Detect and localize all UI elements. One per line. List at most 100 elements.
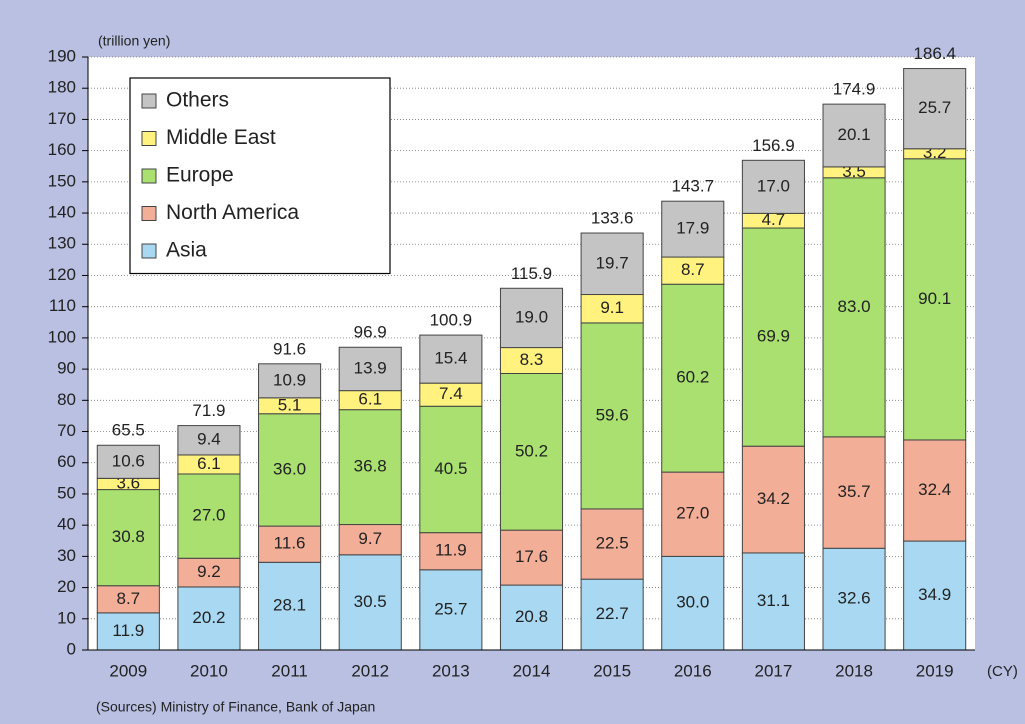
x-tick-label: 2019: [916, 661, 954, 680]
y-tick-label: 10: [57, 608, 76, 627]
y-tick-label: 110: [49, 296, 76, 315]
data-label: 20.2: [192, 608, 225, 627]
x-tick-label: 2011: [271, 661, 308, 680]
y-tick-label: 30: [57, 546, 76, 565]
data-label: 6.1: [358, 390, 382, 409]
y-axis-label: (trillion yen): [98, 33, 170, 49]
data-label: 9.7: [358, 529, 382, 548]
data-label: 34.9: [918, 585, 951, 604]
x-tick-label: 2009: [109, 661, 147, 680]
data-label: 17.0: [757, 176, 790, 195]
data-label: 20.8: [515, 607, 548, 626]
x-tick-label: 2018: [835, 661, 873, 680]
data-label: 9.4: [197, 430, 221, 449]
bar-segment: [338, 554, 402, 651]
x-axis-label: (CY): [987, 663, 1018, 680]
legend-swatch: [141, 243, 157, 259]
x-tick-label: 2016: [674, 661, 712, 680]
y-tick-label: 40: [57, 515, 76, 534]
data-label: 9.2: [197, 562, 221, 581]
y-tick-label: 100: [48, 327, 76, 346]
bar-segment: [499, 529, 564, 586]
y-tick-label: 20: [57, 577, 76, 596]
data-label: 31.1: [757, 591, 790, 610]
data-label: 22.5: [596, 534, 629, 553]
data-label: 17.6: [515, 547, 548, 566]
bar-segment: [499, 372, 564, 531]
y-tick-label: 90: [57, 359, 76, 378]
x-tick-label: 2017: [754, 661, 792, 680]
data-label: 25.7: [434, 599, 467, 618]
total-label: 91.6: [273, 339, 306, 358]
data-label: 34.2: [757, 489, 790, 508]
legend-label: North America: [166, 201, 299, 224]
legend-label: Middle East: [166, 126, 276, 149]
bar-segment: [903, 158, 967, 441]
bar-segment: [741, 227, 805, 447]
data-label: 27.0: [192, 506, 225, 525]
y-tick-label: 150: [48, 171, 76, 190]
y-tick-label: 60: [57, 452, 76, 471]
data-label: 4.7: [762, 210, 786, 229]
data-label: 59.6: [596, 405, 629, 424]
bar-segment: [903, 540, 967, 651]
data-label: 10.9: [273, 370, 306, 389]
total-label: 71.9: [192, 401, 225, 420]
bar-segment: [661, 555, 725, 651]
legend-box: [129, 77, 391, 275]
data-label: 5.1: [278, 395, 302, 414]
y-tick-label: 140: [48, 203, 76, 222]
data-label: 27.0: [676, 504, 709, 523]
data-label: 30.5: [354, 592, 387, 611]
bar-segment: [580, 322, 644, 510]
bar-segment: [661, 200, 725, 258]
y-tick-label: 190: [48, 46, 76, 65]
data-label: 83.0: [837, 297, 870, 316]
total-label: 133.6: [591, 209, 634, 228]
data-label: 8.7: [681, 260, 705, 279]
y-tick-label: 160: [48, 140, 76, 159]
data-label: 36.8: [354, 457, 387, 476]
data-label: 32.6: [837, 589, 870, 608]
data-label: 7.4: [439, 384, 463, 403]
bar-segment: [258, 363, 322, 399]
source: (Sources) Ministry of Finance, Bank of J…: [96, 699, 375, 715]
y-tick-label: 170: [48, 109, 76, 128]
x-tick-label: 2012: [351, 661, 389, 680]
data-label: 11.6: [274, 534, 306, 553]
total-label: 100.9: [430, 311, 473, 330]
data-label: 19.7: [596, 253, 629, 272]
bar-segment: [177, 586, 241, 651]
total-label: 174.9: [833, 80, 876, 99]
y-tick-label: 70: [57, 421, 76, 440]
y-tick-label: 130: [48, 234, 76, 253]
legend-swatch: [141, 206, 157, 221]
legend-label: Others: [166, 89, 229, 112]
data-label: 15.4: [434, 349, 467, 368]
bar-segment: [338, 524, 402, 556]
legend-swatch: [141, 168, 157, 184]
legend-swatch: [141, 131, 157, 146]
bar-segment: [822, 103, 886, 168]
data-label: 8.7: [116, 589, 140, 608]
bar-segment: [96, 444, 160, 479]
data-label: 60.2: [676, 368, 709, 387]
data-label: 50.2: [515, 441, 548, 460]
bar-segment: [661, 256, 725, 285]
y-tick-label: 120: [48, 265, 76, 284]
y-tick-label: 180: [48, 78, 76, 97]
total-label: 156.9: [752, 136, 795, 155]
data-label: 40.5: [434, 459, 467, 478]
data-label: 30.8: [112, 527, 145, 546]
data-label: 90.1: [918, 289, 951, 308]
data-label: 8.3: [520, 350, 544, 369]
data-label: 11.9: [112, 621, 144, 640]
bar-segment: [499, 584, 564, 651]
bar-segment: [258, 413, 322, 527]
bar-segment: [741, 552, 805, 651]
data-label: 6.1: [197, 454, 221, 473]
data-label: 32.4: [918, 480, 951, 499]
bar-segment: [580, 578, 644, 651]
bar-segment: [419, 532, 483, 571]
